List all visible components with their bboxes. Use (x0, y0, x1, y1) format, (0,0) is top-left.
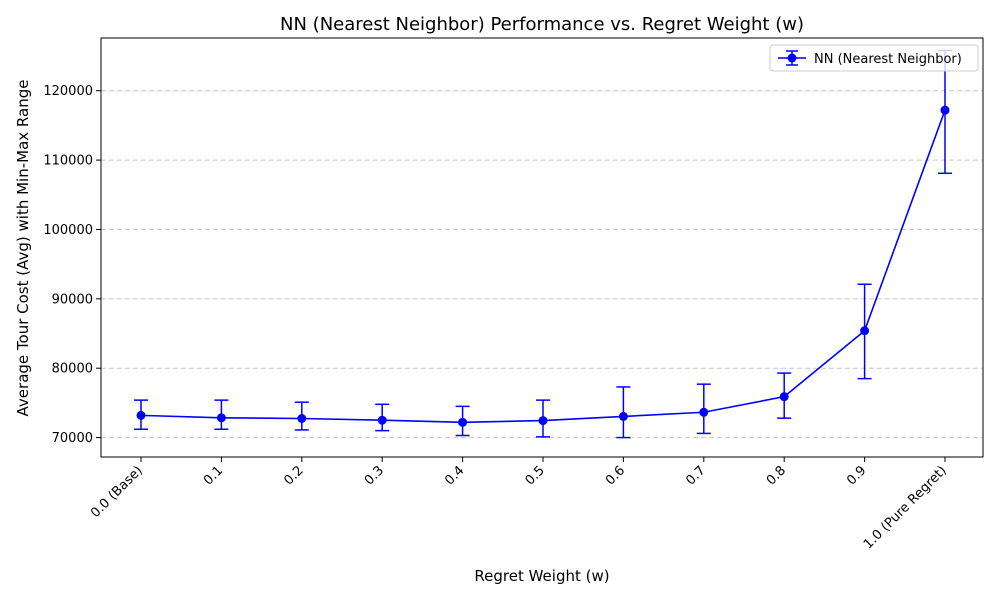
y-axis-label: Average Tour Cost (Avg) with Min-Max Ran… (14, 80, 32, 417)
chart-title: NN (Nearest Neighbor) Performance vs. Re… (280, 14, 804, 35)
legend-marker-swatch (787, 53, 797, 63)
legend-box (769, 44, 979, 72)
y-tick-label: 110000 (43, 154, 93, 169)
data-point (538, 416, 548, 426)
legend: NN (Nearest Neighbor) (769, 44, 979, 72)
data-point (377, 415, 387, 425)
legend-label: NN (Nearest Neighbor) (814, 52, 962, 67)
y-tick-label: 70000 (52, 431, 93, 446)
y-axis-ticks: 70000 80000 90000 100000 110000 120000 (43, 84, 101, 446)
x-axis-label: Regret Weight (w) (474, 567, 609, 585)
data-point (860, 326, 870, 336)
y-tick-label: 100000 (43, 223, 93, 238)
data-point (940, 105, 950, 115)
data-point (699, 407, 709, 417)
data-point (297, 413, 307, 423)
data-point (618, 411, 628, 421)
y-tick-label: 90000 (52, 292, 93, 307)
y-tick-label: 120000 (43, 84, 93, 99)
data-point (779, 392, 789, 402)
plot-frame (100, 37, 984, 458)
data-point (136, 410, 146, 420)
data-point (216, 413, 226, 423)
data-points (136, 105, 950, 427)
data-point (458, 417, 468, 427)
y-tick-label: 80000 (52, 362, 93, 377)
